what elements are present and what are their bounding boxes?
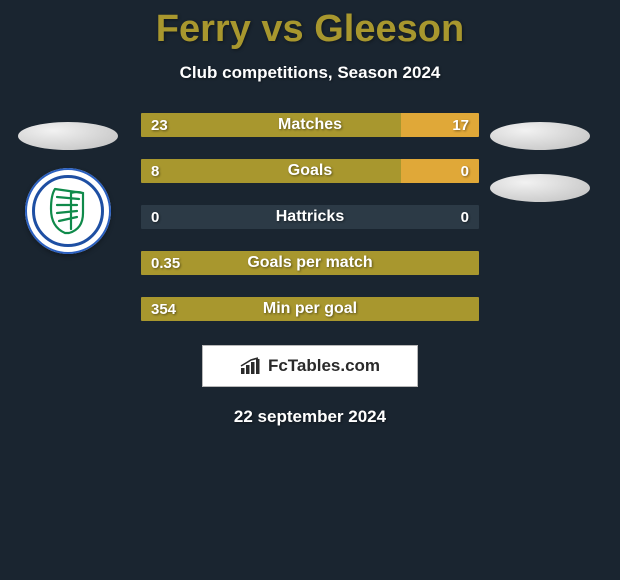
stat-label: Matches (141, 113, 479, 137)
stat-bar: 0Hattricks0 (139, 203, 481, 231)
comparison-title: Ferry vs Gleeson (0, 0, 620, 51)
stat-label: Goals (141, 159, 479, 183)
stat-bar: 8Goals0 (139, 157, 481, 185)
comparison-bars: 23Matches178Goals00Hattricks00.35Goals p… (139, 111, 481, 323)
right-player-badges (480, 122, 600, 202)
stat-value-right: 17 (452, 113, 469, 137)
title-text: Ferry vs Gleeson (156, 8, 464, 50)
stat-bar: 23Matches17 (139, 111, 481, 139)
stat-value-right: 0 (461, 159, 469, 183)
stat-bar: 0.35Goals per match (139, 249, 481, 277)
date-stamp: 22 september 2024 (0, 407, 620, 427)
bar-chart-icon (240, 357, 262, 375)
crest-ring (25, 168, 111, 254)
stat-bar: 354Min per goal (139, 295, 481, 323)
left-player-badges (8, 122, 128, 254)
stat-label: Goals per match (141, 251, 479, 275)
club-badge-placeholder (18, 122, 118, 150)
club-badge-placeholder (490, 174, 590, 202)
stat-label: Min per goal (141, 297, 479, 321)
club-crest-finn-harps (25, 168, 111, 254)
stat-label: Hattricks (141, 205, 479, 229)
club-badge-placeholder (490, 122, 590, 150)
brand-text: FcTables.com (268, 356, 380, 376)
comparison-subtitle: Club competitions, Season 2024 (0, 63, 620, 83)
stat-value-right: 0 (461, 205, 469, 229)
brand-attribution: FcTables.com (202, 345, 418, 387)
